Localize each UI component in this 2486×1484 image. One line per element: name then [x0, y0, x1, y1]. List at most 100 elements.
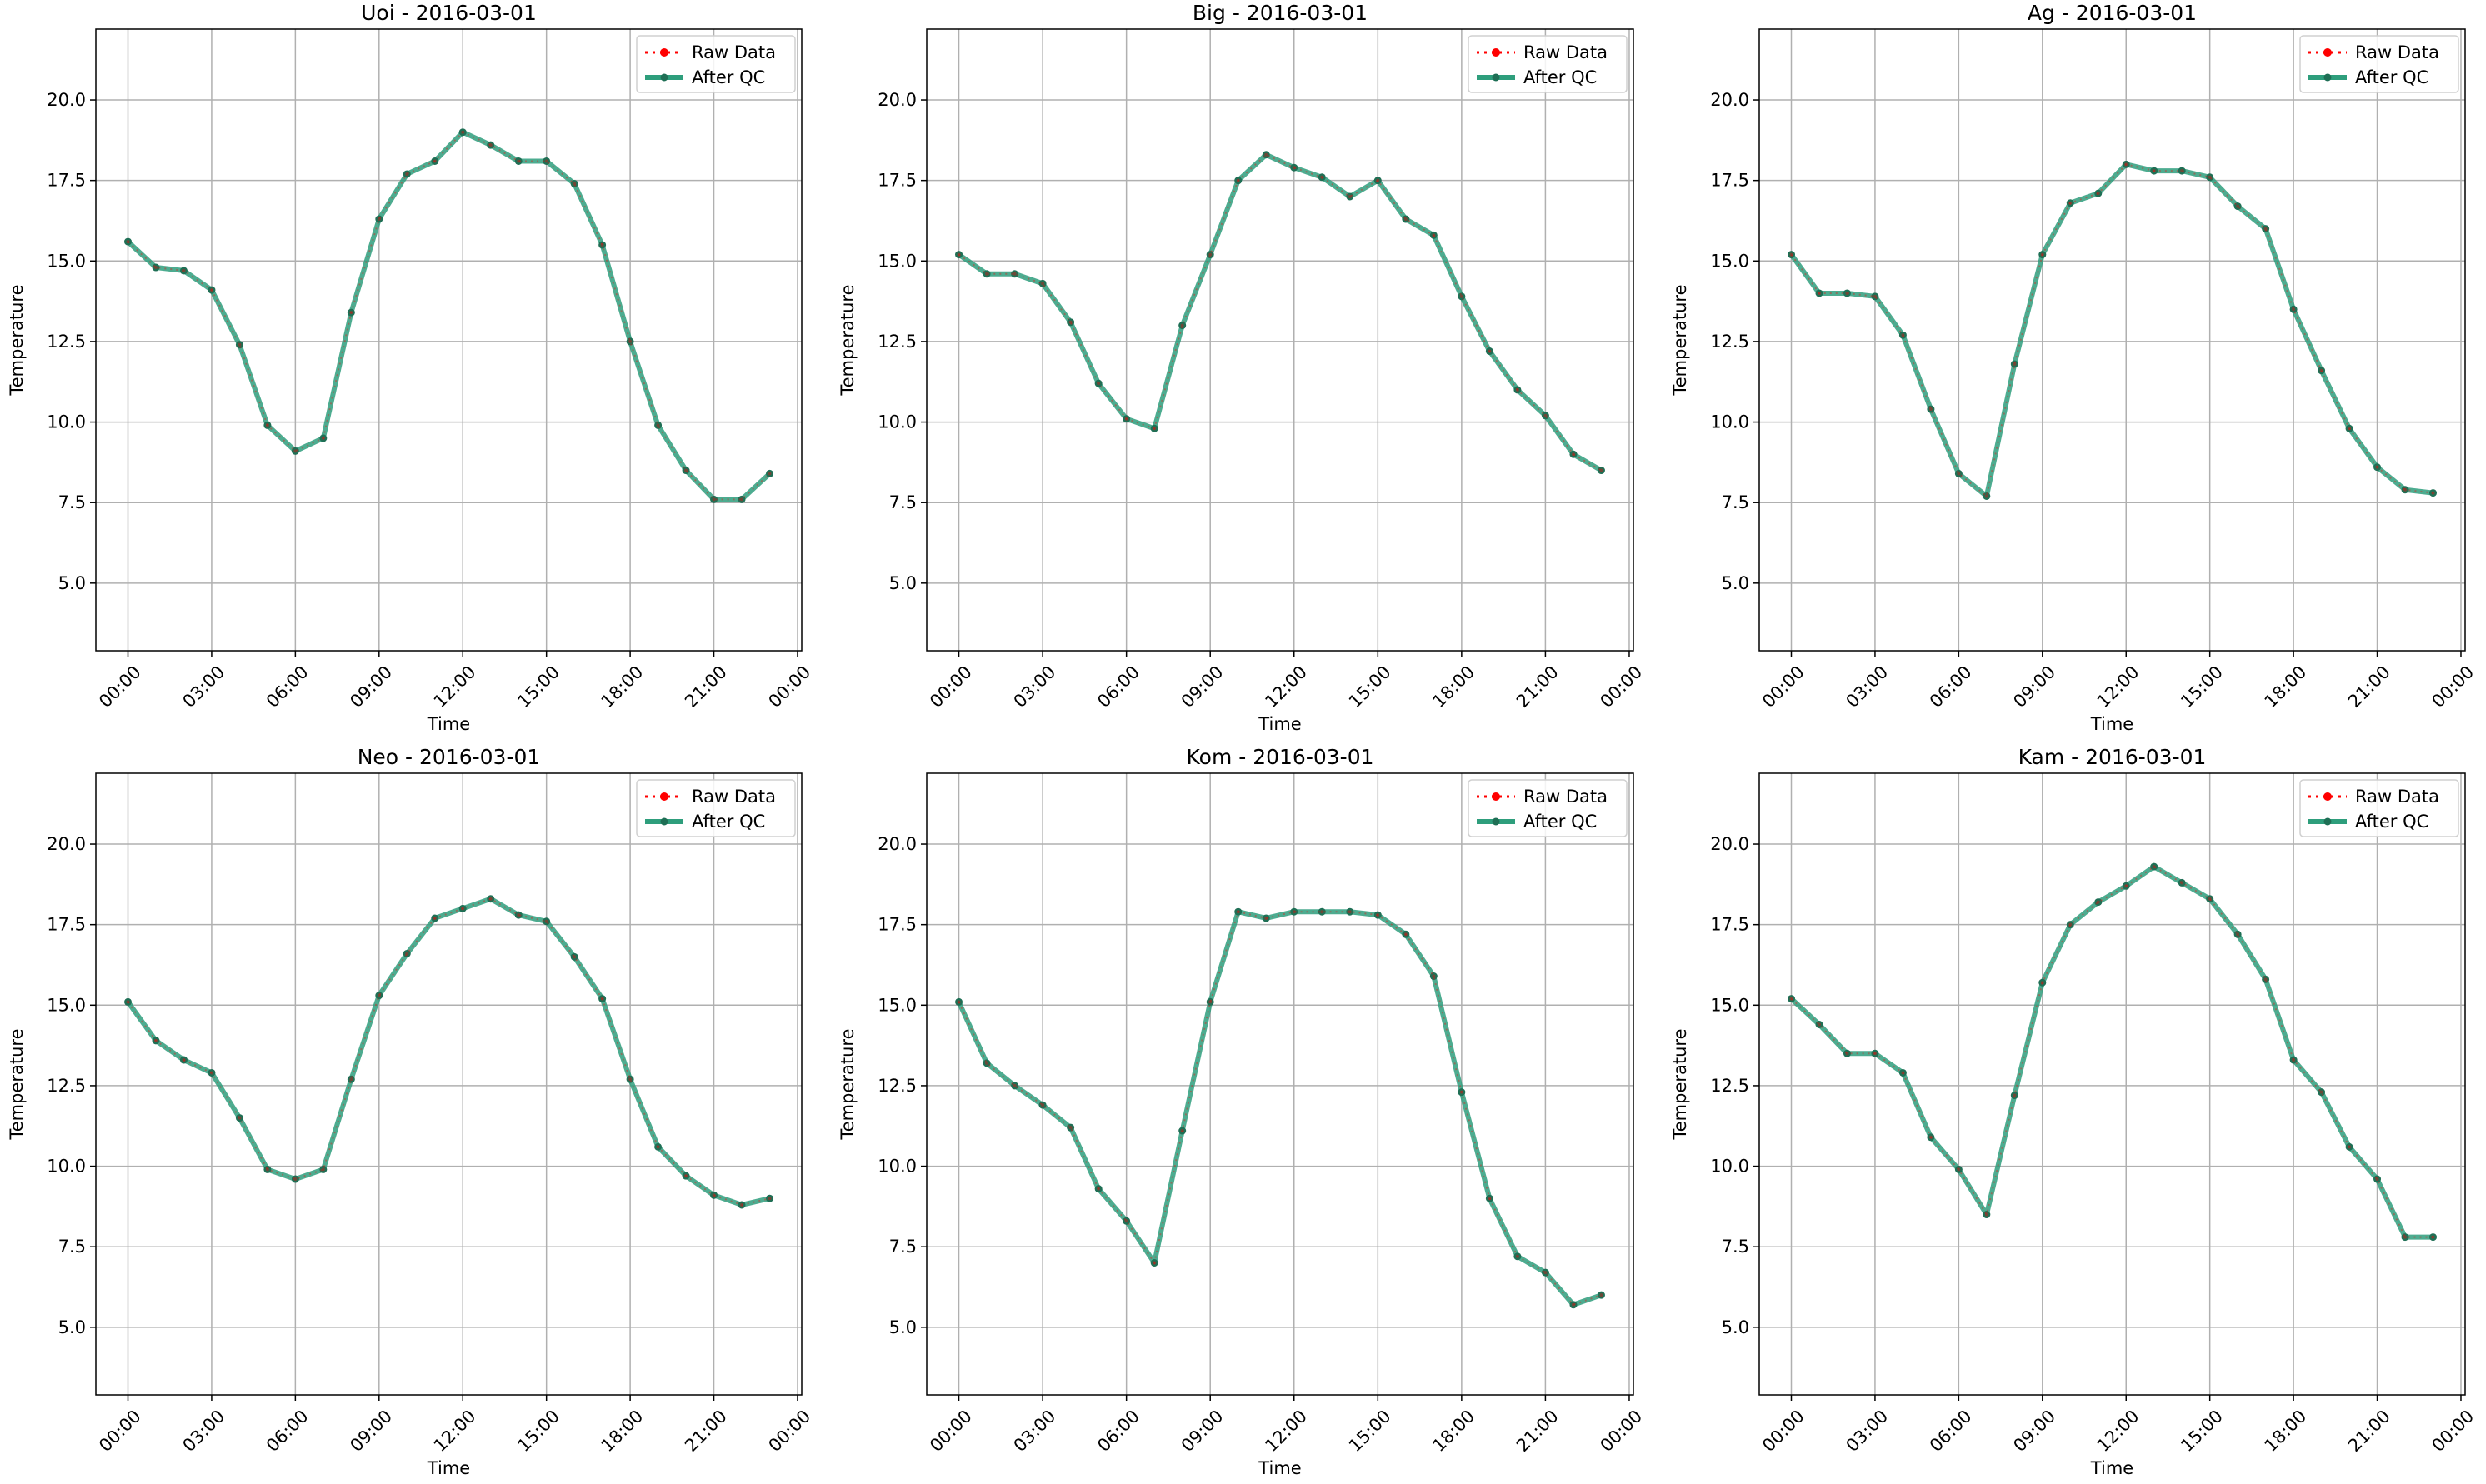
data-point-raw	[1124, 1219, 1128, 1223]
data-point-after-qc	[1898, 1068, 1907, 1077]
chart-title: Kam - 2016-03-01	[2018, 745, 2207, 769]
legend: Raw Data After QC	[636, 779, 796, 837]
data-point-after-qc	[1206, 997, 1214, 1006]
data-point-raw	[740, 1202, 744, 1207]
data-point-raw	[573, 182, 577, 186]
data-point-raw	[985, 1061, 989, 1065]
x-tick-label: 15:00	[513, 662, 563, 712]
data-point-after-qc	[431, 914, 439, 922]
y-tick-label: 15.0	[1710, 995, 1749, 1015]
y-tick-label: 20.0	[1710, 90, 1749, 110]
data-point-raw	[1180, 323, 1184, 327]
data-point-raw	[1957, 472, 1961, 476]
data-point-raw	[573, 955, 577, 959]
data-point-after-qc	[1038, 279, 1047, 287]
y-tick-label: 7.5	[58, 1237, 86, 1257]
data-point-after-qc	[598, 241, 607, 249]
data-point-raw	[2124, 884, 2128, 888]
x-tick-label: 06:00	[1093, 662, 1143, 712]
series-line-raw	[127, 131, 771, 501]
data-point-after-qc	[179, 267, 188, 275]
data-point-raw	[2180, 169, 2184, 173]
data-point-after-qc	[1597, 467, 1605, 475]
data-point-raw	[2096, 192, 2100, 196]
data-point-after-qc	[2038, 978, 2047, 987]
data-point-raw	[461, 907, 465, 911]
data-point-raw	[712, 1193, 716, 1197]
y-tick-label: 12.5	[1710, 332, 1749, 352]
chart-panel-2: Ag - 2016-03-01 5.0 7.5 10.0 12.5 15.0 17.5 20.…	[1670, 1, 2478, 734]
chart-panel-1: Big - 2016-03-01 5.0 7.5 10.0 12.5 15.0 17.5 20…	[838, 1, 1646, 734]
data-point-after-qc	[2318, 1088, 2326, 1097]
x-tick-label: 00:00	[2428, 1406, 2478, 1456]
data-point-after-qc	[1094, 1185, 1103, 1193]
data-point-raw	[600, 997, 604, 1001]
data-point-after-qc	[1513, 1252, 1522, 1261]
data-point-after-qc	[738, 1201, 746, 1209]
chart-title: Kom - 2016-03-01	[1187, 745, 1374, 769]
data-point-raw	[1515, 1254, 1519, 1258]
data-point-raw	[1348, 194, 1352, 198]
data-point-raw	[1901, 1071, 1905, 1075]
axes-frame	[95, 28, 803, 652]
y-tick-label: 12.5	[47, 1076, 86, 1096]
data-point-raw	[153, 1038, 158, 1042]
data-point-after-qc	[2178, 878, 2186, 887]
data-point-raw	[1599, 1293, 1603, 1297]
legend-marker-raw	[660, 48, 668, 57]
data-point-after-qc	[1954, 469, 1963, 477]
x-tick-label: 06:00	[263, 1406, 313, 1456]
data-point-raw	[957, 252, 961, 257]
data-point-after-qc	[1373, 911, 1382, 919]
axes-frame	[1758, 28, 2466, 652]
data-point-after-qc	[1150, 424, 1158, 432]
y-tick-label: 15.0	[47, 251, 86, 271]
y-axis-label: Temperature	[7, 1028, 27, 1140]
data-point-after-qc	[1318, 173, 1326, 182]
x-tick-label: 18:00	[2261, 662, 2311, 712]
data-point-after-qc	[626, 1075, 634, 1083]
data-point-raw	[2152, 865, 2156, 869]
y-axis-label: Temperature	[1670, 1028, 1690, 1140]
data-point-raw	[1236, 910, 1240, 914]
data-point-after-qc	[487, 895, 495, 903]
data-point-after-qc	[291, 1175, 299, 1183]
data-point-after-qc	[1843, 289, 1851, 297]
x-tick-label: 03:00	[178, 662, 228, 712]
legend-marker-qc	[2323, 817, 2332, 826]
data-point-raw	[488, 143, 493, 147]
data-point-raw	[377, 217, 381, 222]
data-point-after-qc	[1178, 1127, 1187, 1135]
legend-marker-qc	[660, 817, 668, 826]
data-point-raw	[209, 288, 213, 292]
data-point-after-qc	[2289, 305, 2298, 313]
legend-label-raw: Raw Data	[2355, 42, 2439, 62]
data-point-raw	[2431, 1235, 2435, 1239]
data-point-raw	[293, 449, 298, 453]
legend-label-raw: Raw Data	[1523, 787, 1608, 807]
data-point-after-qc	[1150, 1259, 1158, 1267]
data-point-after-qc	[2318, 367, 2326, 375]
series-line-raw	[1790, 865, 2433, 1238]
data-point-raw	[2319, 1090, 2323, 1094]
x-tick-label: 15:00	[2177, 1406, 2227, 1456]
x-tick-label: 18:00	[1428, 1406, 1478, 1456]
data-point-after-qc	[1541, 412, 1549, 420]
data-point-after-qc	[1788, 251, 1795, 259]
x-tick-label: 00:00	[764, 662, 814, 712]
data-point-after-qc	[766, 469, 773, 477]
data-point-after-qc	[2094, 898, 2103, 907]
x-axis-label: Time	[427, 714, 470, 734]
data-point-raw	[1432, 974, 1436, 978]
x-tick-label: 00:00	[926, 1406, 976, 1456]
data-point-raw	[1543, 1271, 1548, 1275]
data-point-after-qc	[179, 1056, 188, 1064]
y-tick-label: 17.5	[1710, 915, 1749, 935]
x-tick-label: 00:00	[2428, 662, 2478, 712]
data-point-raw	[377, 993, 381, 997]
data-point-after-qc	[1898, 331, 1907, 339]
data-point-after-qc	[2262, 225, 2270, 233]
x-tick-label: 06:00	[1926, 662, 1976, 712]
data-point-after-qc	[1067, 318, 1075, 327]
data-point-raw	[1264, 152, 1268, 157]
